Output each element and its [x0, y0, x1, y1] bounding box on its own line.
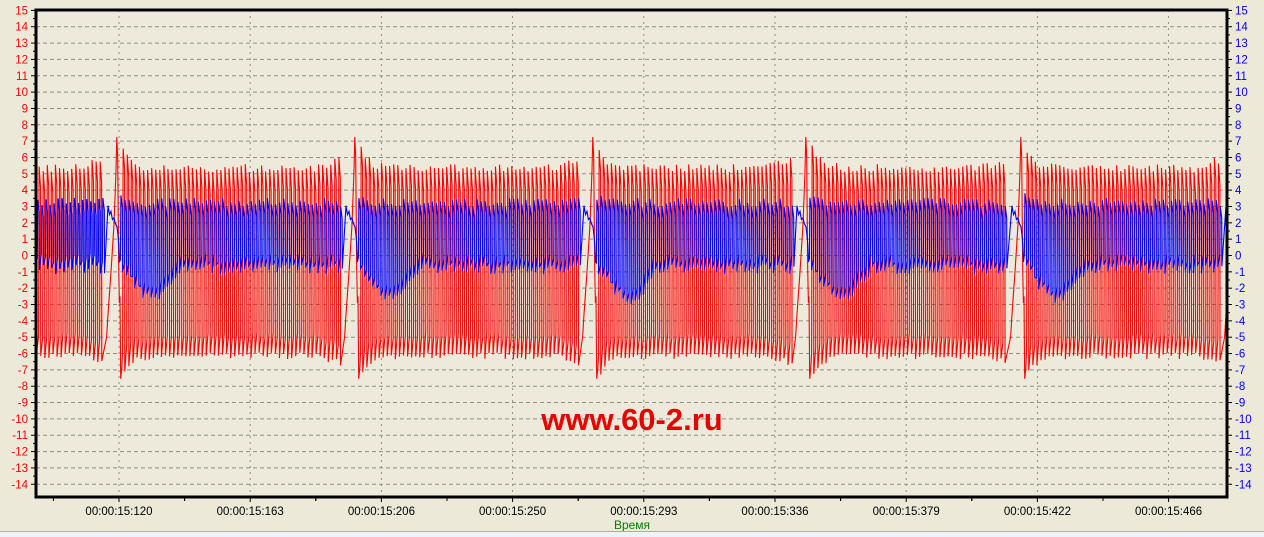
y-tick-label-right: 9	[1235, 103, 1241, 115]
y-tick-label-right: -4	[1235, 316, 1246, 328]
y-tick-label-left: -4	[18, 316, 29, 328]
x-tick-label: 00:00:15:293	[610, 506, 677, 518]
y-tick-label-right: 14	[1235, 22, 1248, 34]
y-tick-label-right: 5	[1235, 169, 1241, 181]
y-tick-label-left: -10	[11, 414, 28, 426]
x-tick-label: 00:00:15:120	[85, 506, 152, 518]
y-tick-label-right: 2	[1235, 218, 1241, 230]
x-tick-label: 00:00:15:336	[741, 506, 808, 518]
y-tick-label-left: 8	[22, 120, 28, 132]
x-tick-label: 00:00:15:379	[873, 506, 940, 518]
plot-border	[34, 8, 1229, 499]
y-tick-label-right: -14	[1235, 479, 1252, 491]
y-tick-label-left: -14	[11, 479, 28, 491]
y-tick-label-left: 3	[22, 201, 28, 213]
y-tick-label-right: 3	[1235, 201, 1241, 213]
y-tick-label-right: -9	[1235, 398, 1245, 410]
y-tick-label-right: -7	[1235, 365, 1245, 377]
y-tick-label-left: 12	[15, 54, 28, 66]
y-tick-label-left: 5	[22, 169, 28, 181]
y-tick-label-right: 0	[1235, 251, 1241, 263]
y-tick-label-right: 4	[1235, 185, 1242, 197]
y-tick-label-right: 13	[1235, 38, 1248, 50]
y-tick-label-left: 0	[22, 251, 28, 263]
x-tick-label: 00:00:15:422	[1004, 506, 1071, 518]
y-tick-label-left: -8	[18, 381, 28, 393]
y-tick-label-right: -3	[1235, 300, 1245, 312]
y-tick-label-left: 10	[15, 87, 28, 99]
y-tick-label-right: 10	[1235, 87, 1248, 99]
x-axis-title: Время	[613, 518, 651, 532]
y-tick-label-right: 7	[1235, 136, 1241, 148]
y-tick-label-left: -2	[18, 283, 28, 295]
camshaft-signal	[37, 193, 1226, 305]
y-tick-label-left: -11	[12, 430, 28, 442]
y-tick-label-right: -5	[1235, 332, 1245, 344]
x-tick-label: 00:00:15:466	[1135, 506, 1202, 518]
y-tick-label-right: -12	[1235, 447, 1252, 459]
y-tick-label-left: 2	[22, 218, 28, 230]
y-tick-label-right: 1	[1235, 234, 1241, 246]
x-tick-label: 00:00:15:250	[479, 506, 546, 518]
y-tick-label-right: 8	[1235, 120, 1241, 132]
y-tick-label-left: -12	[11, 447, 28, 459]
y-tick-label-left: 13	[15, 38, 28, 50]
y-tick-label-left: 6	[22, 152, 28, 164]
crankshaft-inductive-signal	[37, 137, 1226, 379]
bottom-edge	[0, 531, 1264, 537]
y-tick-label-right: -11	[1235, 430, 1251, 442]
watermark: www.60-2.ru	[541, 402, 723, 437]
y-tick-label-right: -1	[1235, 267, 1245, 279]
y-tick-label-right: 11	[1235, 71, 1247, 83]
y-tick-label-right: 12	[1235, 54, 1248, 66]
y-tick-label-left: 15	[15, 5, 28, 17]
y-tick-label-left: -1	[18, 267, 28, 279]
y-tick-label-right: -10	[1235, 414, 1252, 426]
x-tick-label: 00:00:15:163	[217, 506, 284, 518]
x-tick-label: 00:00:15:206	[348, 506, 415, 518]
y-tick-label-left: 11	[16, 71, 28, 83]
y-tick-label-left: -7	[18, 365, 28, 377]
y-tick-label-right: -6	[1235, 349, 1245, 361]
y-tick-label-left: 9	[22, 103, 28, 115]
y-tick-label-left: -13	[11, 463, 28, 475]
y-tick-label-right: 6	[1235, 152, 1241, 164]
y-tick-label-left: 14	[15, 22, 28, 34]
y-tick-label-right: -8	[1235, 381, 1245, 393]
y-tick-label-left: -9	[18, 398, 28, 410]
y-tick-label-right: -13	[1235, 463, 1252, 475]
y-tick-label-left: 4	[22, 185, 29, 197]
y-tick-label-left: -5	[18, 332, 28, 344]
y-tick-label-left: 7	[22, 136, 28, 148]
y-tick-label-right: 15	[1235, 5, 1248, 17]
y-tick-label-left: 1	[22, 234, 28, 246]
y-tick-label-left: -3	[18, 300, 28, 312]
y-tick-label-left: -6	[18, 349, 28, 361]
y-tick-label-right: -2	[1235, 283, 1245, 295]
